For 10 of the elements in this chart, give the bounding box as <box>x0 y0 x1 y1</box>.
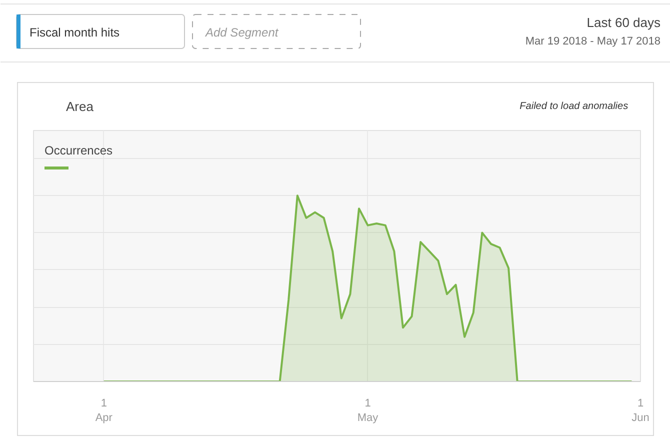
x-tick-label: 1 Jun <box>632 398 650 424</box>
text: Failed to load anomalies <box>520 101 628 112</box>
text: Occurrences <box>44 144 113 158</box>
x-tick-label: 1 Apr <box>95 398 113 424</box>
text: Fiscal month hits <box>30 26 120 40</box>
x-tick-label: 1 May <box>357 398 379 424</box>
text: Add Segment <box>204 26 279 40</box>
text: Mar 19 2018 - May 17 2018 <box>525 36 661 48</box>
chart-title: Area <box>66 99 94 114</box>
text: Last 60 days <box>586 15 661 30</box>
